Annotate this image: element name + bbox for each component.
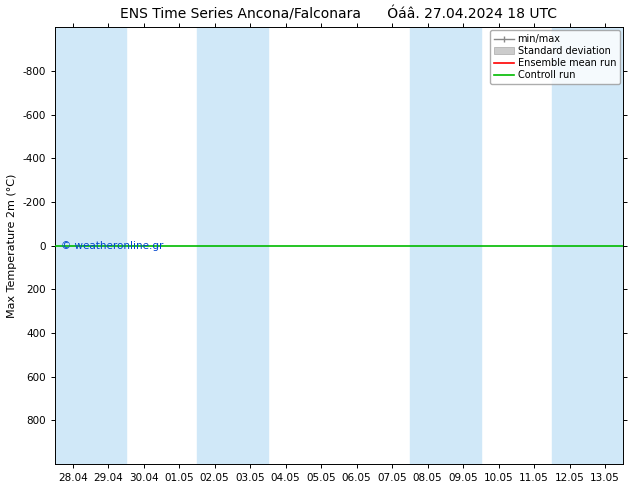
- Y-axis label: Max Temperature 2m (°C): Max Temperature 2m (°C): [7, 173, 17, 318]
- Bar: [410, 27, 481, 464]
- Bar: [197, 27, 268, 464]
- Bar: [552, 27, 623, 464]
- Bar: [55, 27, 126, 464]
- Legend: min/max, Standard deviation, Ensemble mean run, Controll run: min/max, Standard deviation, Ensemble me…: [490, 30, 620, 84]
- Title: ENS Time Series Ancona/Falconara      Óáâ. 27.04.2024 18 UTC: ENS Time Series Ancona/Falconara Óáâ. 27…: [120, 7, 557, 22]
- Text: © weatheronline.gr: © weatheronline.gr: [61, 241, 163, 251]
